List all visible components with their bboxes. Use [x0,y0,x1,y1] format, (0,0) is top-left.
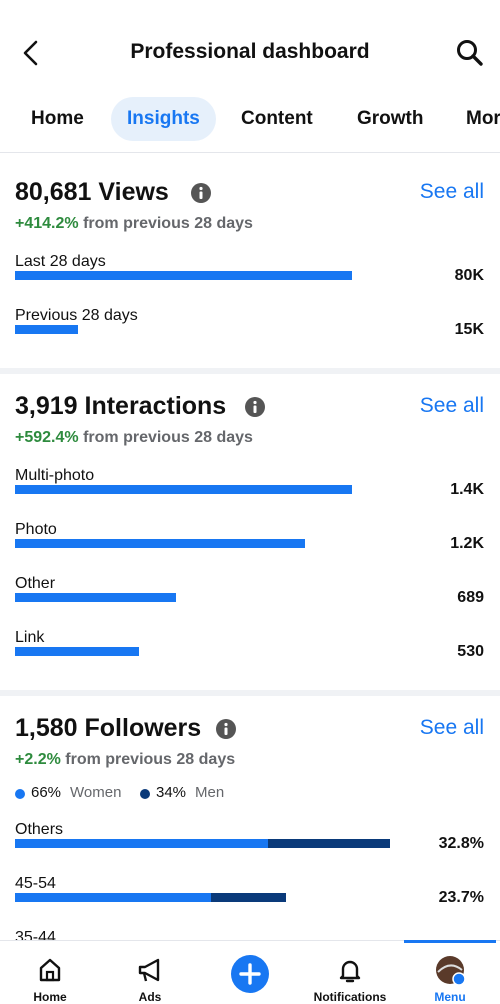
change-value: +2.2% [15,751,61,768]
section-separator [0,690,500,696]
row-value: 1.2K [450,535,484,552]
row-value: 80K [454,267,484,284]
header-title: Professional dashboard [130,40,370,63]
section-separator [0,368,500,374]
row-label: 45-54 [15,875,56,892]
change-text: from previous 28 days [83,429,253,446]
bar [15,325,78,334]
change-text: from previous 28 days [65,751,236,768]
legend-share: 66% [31,784,62,801]
see-all-link[interactable]: See all [419,394,484,417]
row-label: Other [15,575,56,592]
search-icon[interactable] [455,38,485,68]
legend-dot [140,789,150,799]
change-line: +2.2% from previous 28 days [15,751,235,769]
nav-icon[interactable] [35,955,65,985]
change-value: +592.4% [15,429,79,446]
info-icon[interactable] [190,182,212,204]
change-value: +414.2% [15,215,79,232]
bar [15,271,352,280]
tab[interactable]: Home [31,108,84,129]
row-value: 689 [457,589,484,606]
see-all-link[interactable]: See all [419,180,484,203]
bar [15,485,352,494]
bar-women [15,839,268,848]
info-icon[interactable] [215,718,237,740]
nav-icon[interactable] [335,955,365,985]
change-text: from previous 28 days [83,215,253,232]
nav-icon[interactable] [135,955,165,985]
back-icon[interactable] [18,38,46,68]
legend-dot [15,789,25,799]
change-line: +592.4% from previous 28 days [15,429,253,447]
row-value: 1.4K [450,481,484,498]
info-icon[interactable] [244,396,266,418]
row-label: Previous 28 days [15,307,138,324]
row-value: 23.7% [438,889,484,906]
bar-women [15,893,211,902]
bar [15,647,139,656]
change-line: +414.2% from previous 28 days [15,215,253,233]
nav-label[interactable]: Home [33,990,67,1004]
row-value: 530 [457,643,484,660]
see-all-link[interactable]: See all [419,716,484,739]
section-title: 3,919 Interactions [15,392,227,420]
nav-label[interactable]: Notifications [313,990,387,1004]
row-value: 15K [454,321,484,338]
create-button[interactable] [230,954,270,994]
nav-label[interactable]: Ads [138,990,162,1004]
nav-active-bar [404,940,496,943]
section-title: 1,580 Followers [15,714,202,742]
nav-icon[interactable] [435,955,466,986]
tab[interactable]: Growth [357,108,424,129]
row-value: 32.8% [438,835,484,852]
nav-label[interactable]: Menu [434,990,466,1004]
row-label: Link [15,629,45,646]
legend-label: Men [195,784,225,801]
bar [15,539,306,548]
bar [15,593,176,602]
tab[interactable]: Insights [111,97,216,141]
divider [0,152,500,153]
row-label: Photo [15,521,57,538]
legend-share: 34% [156,784,187,801]
row-label: Multi-photo [15,467,95,484]
tab[interactable]: Content [241,108,313,129]
section-title: 80,681 Views [15,178,169,206]
row-label: Others [15,821,64,838]
legend-label: Women [70,784,122,801]
tab[interactable]: More [466,108,500,129]
row-label: Last 28 days [15,253,106,270]
